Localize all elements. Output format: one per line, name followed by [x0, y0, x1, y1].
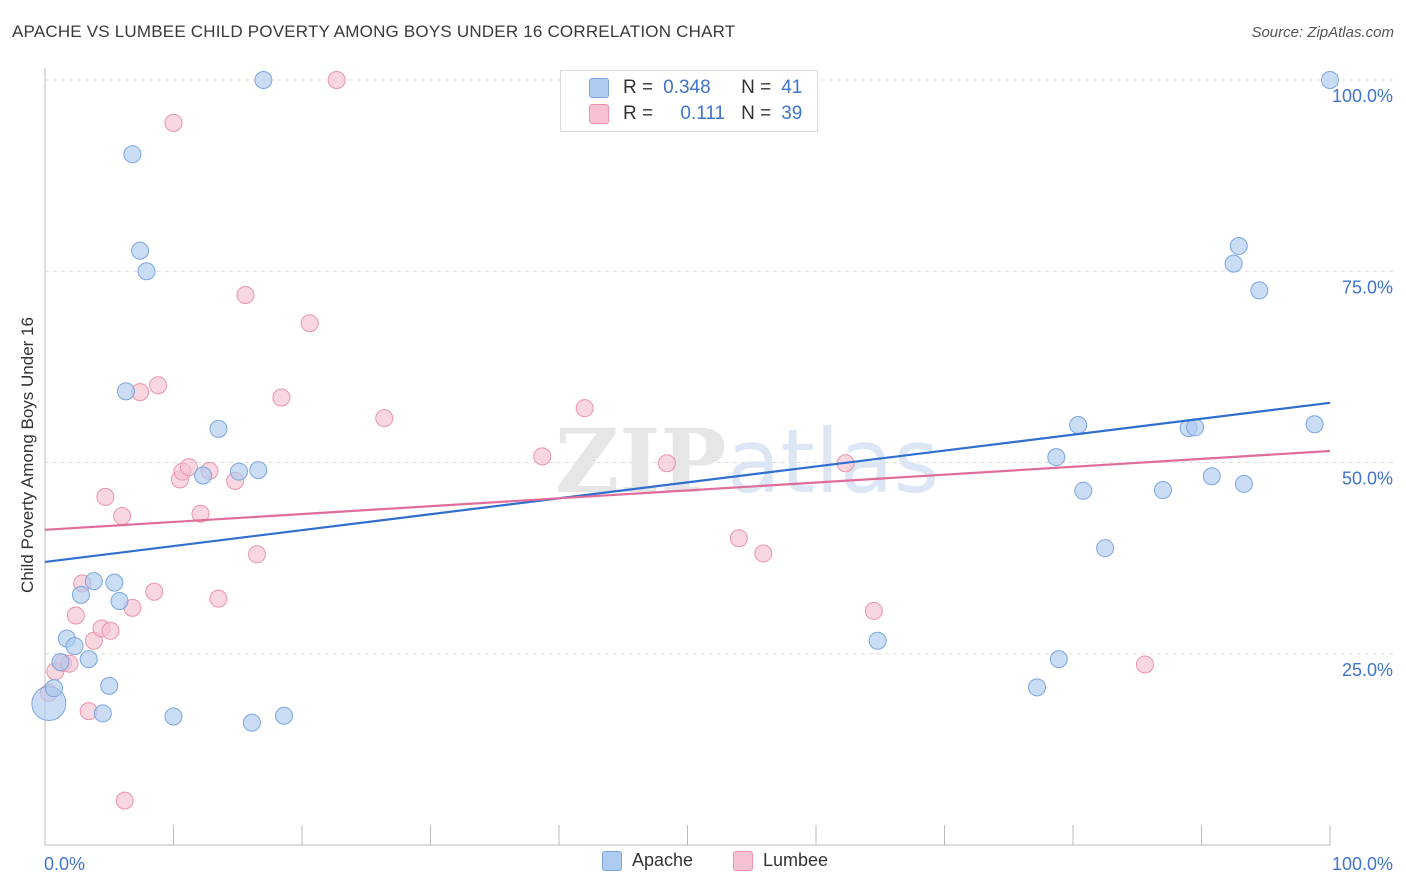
stats-legend: R = 0.348 N = 41 R = 0.111 N = 39 [560, 70, 818, 132]
x-tick-label: 100.0% [1332, 854, 1393, 874]
apache-point [100, 676, 119, 695]
n-value: 39 [781, 103, 803, 124]
apache-point [1028, 678, 1047, 697]
legend-item-lumbee: Lumbee [733, 850, 828, 871]
source-credit: Source: ZipAtlas.com [1251, 24, 1394, 41]
lumbee-point [101, 621, 120, 640]
apache-point [164, 707, 183, 726]
apache-point [110, 591, 129, 610]
legend-label-lumbee: Lumbee [763, 850, 829, 870]
apache-swatch [589, 78, 609, 98]
lumbee-legend-swatch [733, 850, 753, 871]
y-tick-label: 25.0% [1342, 660, 1393, 680]
apache-point [1305, 415, 1324, 434]
r-label: R = [623, 103, 654, 124]
y-axis-label: Child Poverty Among Boys Under 16 [18, 317, 37, 593]
lumbee-point [191, 504, 210, 523]
apache-point [1234, 474, 1253, 493]
bottom-legend: Apache Lumbee [0, 850, 1406, 880]
apache-trend-line [44, 401, 1331, 564]
lumbee-point [327, 71, 346, 89]
apache-point [1202, 467, 1221, 486]
stats-row-apache: R = 0.348 N = 41 [589, 76, 802, 100]
y-tick-label: 100.0% [1332, 86, 1393, 106]
apache-point [1153, 481, 1172, 500]
apache-point [1250, 281, 1269, 300]
y-tick-label: 75.0% [1342, 277, 1393, 297]
lumbee-point [375, 409, 394, 428]
lumbee-point [300, 314, 319, 333]
apache-point [254, 71, 273, 89]
lumbee-point [96, 487, 115, 506]
apache-point [116, 382, 135, 401]
lumbee-point [236, 285, 255, 304]
lumbee-point [66, 606, 85, 625]
r-value: 0.111 [680, 103, 726, 124]
apache-legend-swatch [602, 850, 622, 871]
apache-point [275, 706, 294, 725]
n-label: N = [741, 77, 772, 98]
apache-point [123, 145, 142, 164]
apache-point [51, 653, 70, 672]
lumbee-point [209, 589, 228, 608]
y-tick-label: 50.0% [1342, 469, 1393, 489]
apache-point [194, 466, 213, 485]
apache-point [230, 462, 249, 481]
lumbee-point [113, 507, 132, 526]
apache-point [1096, 539, 1115, 558]
apache-point [1049, 650, 1068, 669]
lumbee-trend-line [44, 449, 1331, 531]
apache-point [1321, 71, 1339, 89]
chart-title: APACHE VS LUMBEE CHILD POVERTY AMONG BOY… [12, 22, 736, 41]
apache-point [868, 631, 887, 650]
apache-point [105, 573, 124, 592]
apache-point [1229, 237, 1248, 256]
legend-label-apache: Apache [632, 850, 694, 870]
r-label: R = [623, 77, 654, 98]
lumbee-point [657, 454, 676, 473]
n-value: 41 [781, 77, 803, 98]
lumbee-point [248, 545, 267, 564]
apache-point [1224, 254, 1243, 273]
lumbee-point [179, 458, 198, 477]
apache-point [79, 650, 98, 669]
apache-point [131, 241, 150, 260]
apache-point [137, 262, 156, 281]
n-label: N = [741, 103, 772, 124]
apache-point [1074, 481, 1093, 500]
apache-point [71, 585, 90, 604]
x-tick-label: 0.0% [44, 854, 85, 874]
lumbee-point [149, 376, 168, 395]
apache-point [44, 679, 63, 698]
apache-point [249, 461, 268, 480]
lumbee-point [115, 791, 134, 810]
lumbee-point [754, 544, 773, 563]
apache-point [1047, 448, 1066, 467]
r-value: 0.348 [663, 77, 711, 98]
lumbee-swatch [589, 104, 609, 124]
apache-point [242, 713, 261, 732]
lumbee-point [575, 399, 594, 418]
watermark: ZIPatlas [555, 409, 939, 513]
lumbee-point [164, 113, 183, 132]
apache-point [93, 704, 112, 723]
apache-point [65, 637, 84, 656]
apache-point [209, 419, 228, 438]
apache-point [84, 572, 103, 591]
lumbee-point [533, 447, 552, 466]
legend-item-apache: Apache [602, 850, 693, 871]
lumbee-point [864, 601, 883, 620]
apache-point [1069, 416, 1088, 435]
lumbee-point [729, 529, 748, 548]
lumbee-point [272, 388, 291, 407]
lumbee-point [1135, 655, 1154, 674]
stats-row-lumbee: R = 0.111 N = 39 [589, 102, 802, 126]
lumbee-point [145, 582, 164, 601]
